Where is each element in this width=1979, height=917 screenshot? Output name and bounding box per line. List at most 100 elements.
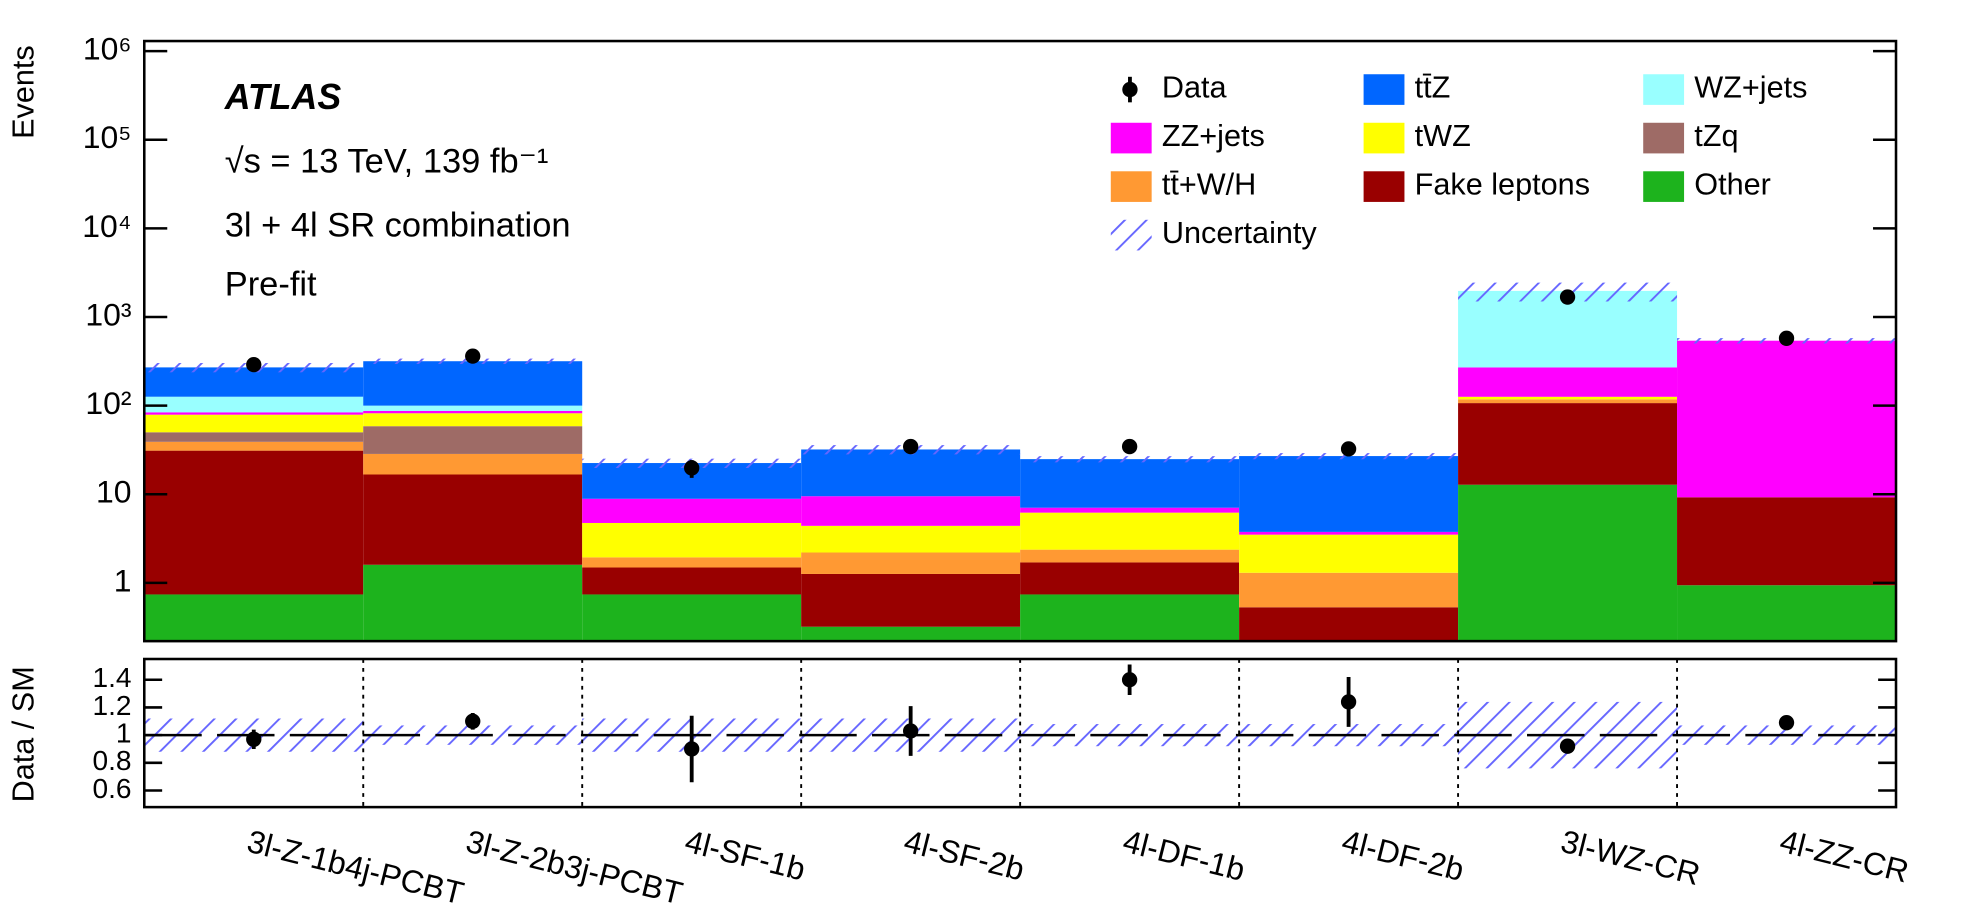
bar-segment xyxy=(801,552,1021,574)
ratio-point xyxy=(1559,738,1576,754)
data-point xyxy=(465,348,481,364)
legend-label: tWZ xyxy=(1415,119,1471,153)
legend-swatch xyxy=(1363,171,1405,202)
legend-swatch xyxy=(1643,122,1685,154)
bar-segment xyxy=(582,594,802,642)
bar-segment xyxy=(1020,512,1240,550)
ratio-point xyxy=(465,713,481,729)
bar-segment xyxy=(1239,645,1458,648)
y-tick-label: 0.6 xyxy=(92,773,131,804)
legend-label: Other xyxy=(1694,168,1771,202)
ratio-plot xyxy=(144,659,1897,808)
y-tick-label: 10³ xyxy=(85,296,131,332)
bar-segment xyxy=(801,525,1021,553)
bar-segment xyxy=(363,474,583,565)
y-tick-label: 1 xyxy=(114,562,132,598)
bar-segment xyxy=(1239,456,1459,532)
bar-segment xyxy=(363,564,583,642)
data-point xyxy=(246,356,262,373)
legend-swatch xyxy=(1643,74,1685,105)
legend-swatch xyxy=(1363,74,1405,105)
bar-segment xyxy=(1458,367,1678,397)
bar-segment xyxy=(1458,484,1678,642)
bar-segment xyxy=(582,522,802,558)
data-point xyxy=(1559,289,1576,305)
data-point xyxy=(684,460,700,476)
bar-segment xyxy=(1458,399,1678,404)
y-tick-label: 10⁵ xyxy=(83,119,132,155)
y-tick-label: 10⁴ xyxy=(82,208,131,244)
y-tick-label: 1.2 xyxy=(92,690,131,721)
energy-label: √s = 13 TeV, 139 fb⁻¹ xyxy=(225,143,549,181)
x-tick-label: 4l-SF-2b xyxy=(901,823,1028,888)
bar-segment xyxy=(363,453,583,475)
bar-segment xyxy=(801,573,1021,627)
ratio-point xyxy=(684,741,700,757)
x-tick-label: 3l-WZ-CR xyxy=(1557,823,1703,892)
bar-segment xyxy=(363,361,583,406)
y-tick-label: 1.4 xyxy=(92,662,131,693)
bar-segment xyxy=(582,498,802,523)
legend-label: Uncertainty xyxy=(1162,216,1318,250)
y-tick-label: 10 xyxy=(96,474,132,510)
bar-segment xyxy=(1020,459,1240,508)
bar-segment xyxy=(1239,572,1459,608)
bar-segment xyxy=(144,450,364,595)
experiment-label: ATLAS xyxy=(224,77,342,117)
bar-segment xyxy=(363,426,583,454)
bar-segment xyxy=(1458,403,1678,485)
x-tick-label: 4l-SF-1b xyxy=(682,823,809,888)
legend-marker xyxy=(1122,81,1138,98)
legend-label: tt̄+W/H xyxy=(1162,168,1256,202)
bar-segment xyxy=(1677,585,1897,642)
ratio-point xyxy=(1778,715,1795,731)
ratio-point xyxy=(246,731,262,747)
bar-segment xyxy=(1239,531,1459,535)
bar-segment xyxy=(363,405,583,411)
bar-segment xyxy=(1239,607,1459,642)
legend-swatch xyxy=(1643,171,1685,202)
ratio-point xyxy=(1340,694,1357,710)
bar-segment xyxy=(801,626,1021,642)
legend-label: ZZ+jets xyxy=(1162,119,1265,153)
bar-segment xyxy=(1677,497,1897,586)
data-point xyxy=(1778,330,1795,346)
bar-segment xyxy=(1239,534,1459,573)
bar-segment xyxy=(582,567,802,595)
y-tick-label: 10⁶ xyxy=(83,31,132,67)
bar-segment xyxy=(144,441,364,451)
y-axis-label: Events xyxy=(7,45,41,139)
legend-label: tZq xyxy=(1694,119,1738,153)
legend-label: Fake leptons xyxy=(1415,168,1590,202)
data-point xyxy=(1340,441,1357,457)
uncertainty-band xyxy=(1020,456,1240,463)
x-tick-label: 3l-Z-1b4j-PCBT xyxy=(244,823,468,912)
main-plot xyxy=(144,282,1897,648)
legend-swatch xyxy=(1110,171,1152,202)
fit-label: Pre-fit xyxy=(225,265,317,303)
bar-segment xyxy=(144,432,364,442)
bar-segment xyxy=(144,414,364,433)
legend-swatch xyxy=(1363,122,1405,154)
bar-segment xyxy=(582,557,802,568)
ratio-axis-label: Data / SM xyxy=(7,666,41,802)
x-tick-label: 3l-Z-2b3j-PCBT xyxy=(463,823,687,912)
legend-label: Data xyxy=(1162,71,1228,105)
bar-segment xyxy=(144,594,364,642)
legend-swatch xyxy=(1110,122,1152,154)
bar-segment xyxy=(1458,396,1678,400)
ratio-point xyxy=(902,723,919,739)
y-tick-label: 0.8 xyxy=(92,745,131,776)
x-tick-label: 4l-DF-2b xyxy=(1338,823,1467,888)
bar-segment xyxy=(363,410,583,414)
legend-label: tt̄Z xyxy=(1415,71,1451,105)
bar-segment xyxy=(144,396,364,413)
ratio-frame xyxy=(142,657,1898,809)
bar-segment xyxy=(144,412,364,415)
region-label: 3l + 4l SR combination xyxy=(225,207,571,245)
data-point xyxy=(1121,438,1138,455)
x-tick-label: 4l-DF-1b xyxy=(1120,823,1249,888)
ratio-point xyxy=(1121,672,1138,688)
bar-segment xyxy=(801,449,1021,497)
